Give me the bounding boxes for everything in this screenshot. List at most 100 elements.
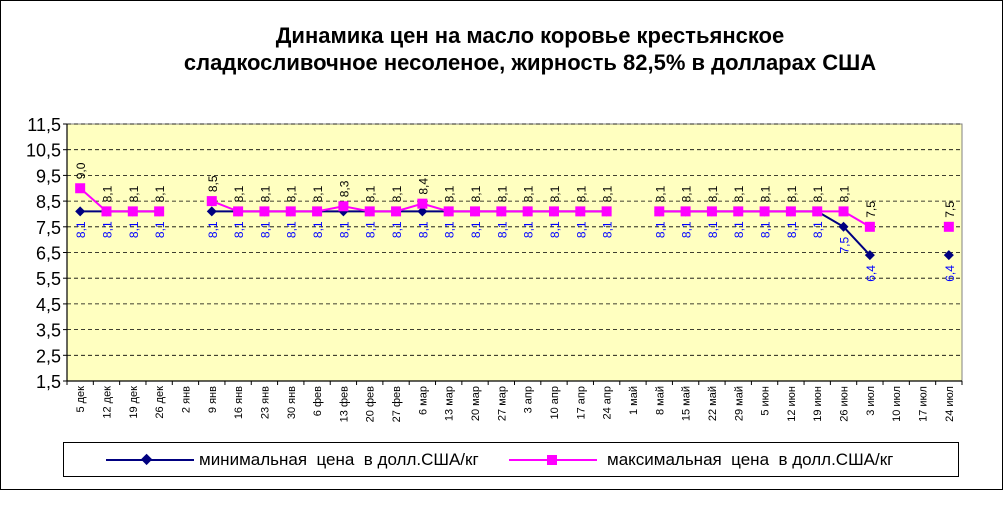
data-label-min: 8,1 (548, 221, 562, 238)
series-max-point (364, 206, 375, 217)
data-label-max: 8,1 (574, 185, 588, 202)
x-tick-label: 27 фев (391, 386, 403, 422)
x-tick-label: 2 янв (180, 386, 192, 413)
y-tick-label: 2,5 (36, 346, 61, 366)
data-label-min: 8,1 (337, 221, 351, 238)
y-tick-label: 4,5 (36, 295, 61, 315)
series-max-point (443, 206, 454, 217)
data-label-max: 8,1 (495, 185, 509, 202)
series-max-point (864, 221, 875, 232)
data-label-max: 7,5 (943, 201, 957, 218)
series-min-point (838, 221, 849, 232)
series-max-point (680, 206, 691, 217)
x-tick-label: 19 июн (812, 386, 824, 422)
series-min-point (206, 206, 217, 217)
x-tick-label: 12 июн (786, 386, 798, 422)
x-tick-label: 24 апр (602, 386, 614, 419)
data-label-min: 8,1 (811, 221, 825, 238)
x-tick-label: 8 май (654, 386, 666, 415)
x-tick-label: 5 июн (760, 386, 772, 416)
data-label-min: 8,1 (653, 221, 667, 238)
chart-title-line-2: сладкосливочное несоленое, жирность 82,5… (183, 50, 877, 75)
x-tick-label: 3 июл (865, 386, 877, 416)
series-max-point (338, 201, 349, 212)
series-min-point (864, 250, 875, 261)
y-tick-label: 8,5 (36, 192, 61, 212)
legend-item-min: минимальная цена в долл.США/кг (104, 450, 484, 469)
data-label-min: 6,4 (943, 265, 957, 282)
data-label-max: 8,1 (759, 185, 773, 202)
x-tick-label: 6 мар (417, 386, 429, 415)
data-label-min: 8,1 (495, 221, 509, 238)
data-label-max: 8,1 (601, 185, 615, 202)
x-tick-label: 30 янв (286, 386, 298, 419)
x-tick-label: 13 фев (338, 386, 350, 422)
x-tick-label: 26 дек (154, 386, 166, 419)
x-tick-label: 23 янв (259, 386, 271, 419)
series-max-point (522, 206, 533, 217)
data-label-min: 8,1 (127, 221, 141, 238)
series-max-point (206, 196, 217, 207)
data-label-min: 8,1 (759, 221, 773, 238)
series-max-point (812, 206, 823, 217)
series-max-point (312, 206, 323, 217)
data-label-max: 8,1 (548, 185, 562, 202)
series-max-point (785, 206, 796, 217)
series-max-point (759, 206, 770, 217)
data-label-max: 8,1 (838, 185, 852, 202)
data-label-max: 8,1 (127, 185, 141, 202)
series-max-point (233, 206, 244, 217)
data-label-max: 9,0 (74, 162, 88, 179)
x-tick-label: 12 дек (101, 386, 113, 419)
data-label-min: 8,1 (522, 221, 536, 238)
series-min-point (943, 250, 954, 261)
series-max-point (654, 206, 665, 217)
series-max-point (101, 206, 112, 217)
data-label-max: 8,1 (100, 185, 114, 202)
y-tick-label: 10,5 (26, 141, 61, 161)
data-label-max: 8,1 (285, 185, 299, 202)
data-label-max: 8,1 (153, 185, 167, 202)
legend: минимальная цена в долл.США/кг максималь… (63, 442, 959, 477)
data-label-max: 8,1 (522, 185, 536, 202)
series-max-point (127, 206, 138, 217)
series-max-point (417, 198, 428, 209)
data-label-min: 6,4 (864, 265, 878, 282)
x-tick-label: 24 июл (944, 386, 956, 422)
series-max-point (575, 206, 586, 217)
x-tick-label: 9 янв (207, 386, 219, 413)
series-max-point (733, 206, 744, 217)
series-max-point (548, 206, 559, 217)
series-max-point (75, 183, 86, 194)
x-tick-label: 27 мар (496, 386, 508, 421)
series-max-line (211, 200, 607, 213)
x-tick-label: 13 мар (444, 386, 456, 421)
data-label-min: 7,5 (838, 236, 852, 253)
y-tick-label: 6,5 (36, 244, 61, 264)
y-tick-label: 7,5 (36, 218, 61, 238)
line-chart: 1,5 2,5 3,5 4,5 5,5 6,5 7,5 8,5 9,5 10,5 11,5 5 дек… (26, 115, 963, 422)
x-tick-label: 22 май (707, 386, 719, 421)
series-max-point (391, 206, 402, 217)
y-tick-label: 3,5 (36, 321, 61, 341)
series-max-point (285, 206, 296, 217)
y-tick-label: 5,5 (36, 269, 61, 289)
x-tick-label: 6 фев (312, 386, 324, 416)
data-label-max: 8,1 (311, 185, 325, 202)
series-max-point (706, 206, 717, 217)
data-label-min: 8,1 (258, 221, 272, 238)
data-label-max: 7,5 (864, 201, 878, 218)
x-tick-label: 17 июл (918, 386, 930, 422)
data-label-max: 8,4 (416, 178, 430, 195)
legend-label-min: минимальная цена в долл.США/кг (199, 450, 479, 469)
data-label-min: 8,1 (74, 221, 88, 238)
data-label-min: 8,1 (416, 221, 430, 238)
legend-swatch-max (509, 455, 597, 465)
data-label-min: 8,1 (285, 221, 299, 238)
series-max-line (79, 187, 160, 213)
data-label-min: 8,1 (732, 221, 746, 238)
data-label-max: 8,1 (680, 185, 694, 202)
data-label-min: 8,1 (680, 221, 694, 238)
data-label-min: 8,1 (232, 221, 246, 238)
x-tick-label: 3 апр (523, 386, 535, 413)
